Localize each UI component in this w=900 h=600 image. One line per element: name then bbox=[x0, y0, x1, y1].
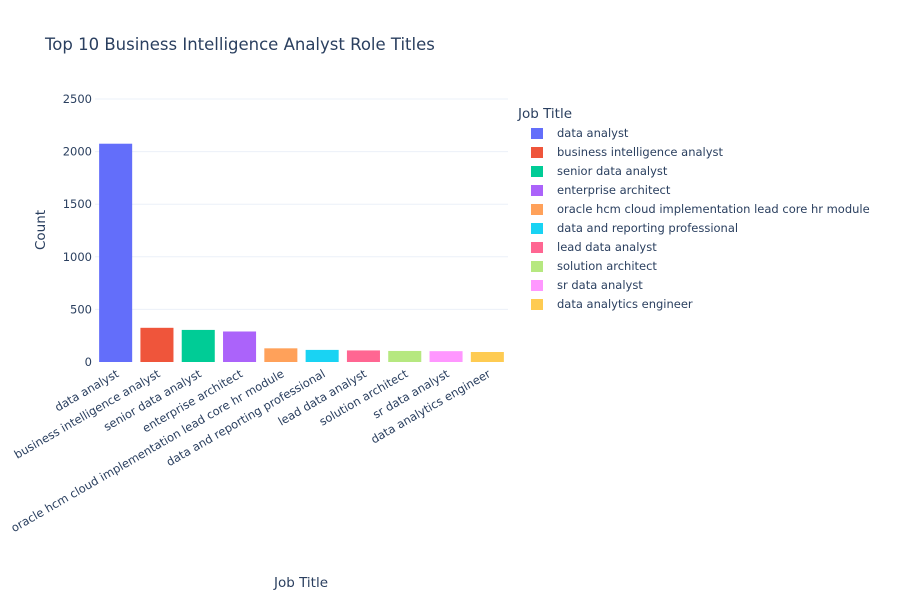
legend-swatch[interactable] bbox=[531, 147, 543, 158]
y-tick-labels: 0 500 1000 1500 2000 2500 bbox=[63, 92, 92, 369]
bar[interactable] bbox=[99, 143, 133, 362]
bar[interactable] bbox=[346, 350, 380, 362]
x-axis-title: Job Title bbox=[273, 575, 328, 591]
legend-swatch[interactable] bbox=[531, 166, 543, 177]
y-tick-label: 0 bbox=[85, 355, 92, 369]
legend-swatch[interactable] bbox=[531, 299, 543, 310]
legend-swatch[interactable] bbox=[531, 185, 543, 196]
legend-label[interactable]: enterprise architect bbox=[557, 183, 671, 197]
y-tick-label: 500 bbox=[70, 302, 92, 316]
chart-title: Top 10 Business Intelligence Analyst Rol… bbox=[44, 35, 435, 54]
legend-label[interactable]: sr data analyst bbox=[557, 278, 643, 292]
bar[interactable] bbox=[305, 349, 339, 362]
legend-swatch[interactable] bbox=[531, 223, 543, 234]
y-tick-label: 1500 bbox=[63, 197, 92, 211]
bar[interactable] bbox=[223, 331, 257, 362]
bar[interactable] bbox=[264, 348, 298, 362]
legend-label[interactable]: lead data analyst bbox=[557, 240, 657, 254]
legend-label[interactable]: solution architect bbox=[557, 259, 657, 273]
legend-label[interactable]: senior data analyst bbox=[557, 164, 668, 178]
legend-label[interactable]: oracle hcm cloud implementation lead cor… bbox=[557, 202, 870, 216]
legend-swatch[interactable] bbox=[531, 242, 543, 253]
legend-label[interactable]: data analytics engineer bbox=[557, 297, 693, 311]
y-tick-label: 1000 bbox=[63, 250, 92, 264]
legend-swatch[interactable] bbox=[531, 280, 543, 291]
legend-title: Job Title bbox=[517, 106, 572, 122]
legend: Job Title data analyst business intellige… bbox=[517, 106, 870, 311]
bars bbox=[99, 143, 504, 362]
legend-swatch[interactable] bbox=[531, 204, 543, 215]
bar[interactable] bbox=[429, 351, 463, 362]
bar[interactable] bbox=[181, 329, 215, 362]
legend-label[interactable]: data and reporting professional bbox=[557, 221, 738, 235]
legend-label[interactable]: data analyst bbox=[557, 126, 629, 140]
legend-swatch[interactable] bbox=[531, 128, 543, 139]
x-tick-label: oracle hcm cloud implementation lead cor… bbox=[9, 366, 287, 534]
bar[interactable] bbox=[388, 350, 422, 362]
y-gridlines bbox=[95, 98, 508, 310]
y-tick-label: 2000 bbox=[63, 145, 92, 159]
y-tick-label: 2500 bbox=[63, 92, 92, 106]
legend-label[interactable]: business intelligence analyst bbox=[557, 145, 724, 159]
legend-swatch[interactable] bbox=[531, 261, 543, 272]
y-axis-title: Count bbox=[33, 210, 49, 250]
bar[interactable] bbox=[470, 352, 504, 362]
bar[interactable] bbox=[140, 327, 174, 362]
